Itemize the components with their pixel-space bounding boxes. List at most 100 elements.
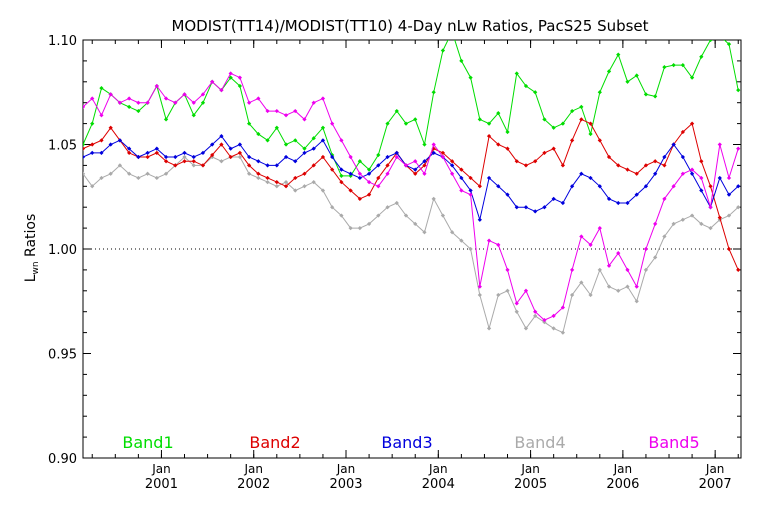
data-point-band5 [366,179,372,185]
data-point-band1 [228,75,233,80]
data-point-band3 [330,154,335,160]
series-band2 [83,117,741,273]
data-point-band2 [486,134,492,139]
data-point-band4 [533,313,538,319]
data-point-band2 [385,163,390,168]
data-point-band5 [496,242,501,247]
data-point-band3 [145,150,150,155]
data-point-band1 [339,173,344,178]
data-point-band4 [283,179,289,185]
data-point-band3 [486,175,492,181]
data-point-band1 [136,108,141,114]
data-point-band4 [569,292,575,298]
data-point-band3 [191,154,196,160]
data-point-band5 [422,171,427,176]
legend-label-band1: Band1 [122,433,173,452]
data-point-band4 [246,171,252,176]
data-point-band2 [302,171,307,176]
data-point-band4 [265,179,270,185]
data-point-band5 [468,192,473,197]
data-point-band4 [643,267,649,273]
data-point-band5 [569,267,575,273]
data-point-band5 [680,171,685,176]
y-axis-title-rest: Ratios [23,214,39,262]
data-point-band4 [293,188,298,193]
data-point-band1 [90,121,95,126]
data-point-band2 [163,159,169,164]
data-point-band4 [108,171,113,176]
data-point-band5 [662,196,667,201]
data-point-band2 [680,129,685,135]
data-point-band5 [385,171,390,176]
data-point-band4 [514,309,519,314]
data-point-band1 [200,100,206,105]
data-point-band3 [616,200,621,206]
data-point-band3 [459,175,464,181]
legend-label-band4: Band4 [514,433,565,452]
data-point-band5 [634,284,639,289]
data-point-band1 [191,113,196,118]
data-point-band4 [99,175,104,181]
data-point-band2 [376,175,381,181]
data-point-band5 [625,267,630,273]
data-point-band5 [154,83,159,89]
data-point-band5 [403,163,409,168]
data-point-band4 [496,292,501,298]
data-point-band1 [376,152,381,158]
data-point-band5 [671,184,676,189]
data-point-band4 [403,213,409,218]
data-point-band5 [597,225,602,231]
data-point-band2 [551,146,556,151]
data-point-band3 [597,184,602,189]
data-point-band1 [302,146,307,151]
data-point-band5 [413,159,418,164]
data-point-band4 [182,154,187,160]
data-point-band2 [145,154,150,160]
x-tick-year-label: 2007 [699,477,732,492]
data-point-band5 [717,142,722,147]
series-line-band1 [83,40,739,177]
data-point-band4 [163,171,169,176]
data-point-band3 [588,175,593,181]
data-point-band5 [394,154,399,160]
x-tick-year-label: 2001 [145,477,178,492]
data-point-band5 [450,171,455,176]
data-point-band5 [459,188,464,193]
data-point-band4 [606,284,612,289]
data-point-band3 [385,154,390,160]
data-point-band5 [477,284,482,289]
data-point-band2 [274,179,279,185]
data-point-band2 [246,163,252,168]
x-tick-month-label: Jan [520,462,540,476]
data-point-band2 [505,146,510,151]
y-tick-label: 1.05 [48,139,77,154]
data-point-band3 [320,138,326,143]
data-point-band3 [117,138,123,143]
data-point-band4 [348,225,353,231]
data-point-band1 [246,121,252,126]
data-point-band5 [440,154,446,160]
data-point-band4 [505,288,510,293]
data-point-band5 [163,96,169,101]
data-point-band4 [357,225,362,231]
data-point-band4 [708,225,713,231]
data-point-band2 [542,150,547,155]
data-point-band3 [689,171,695,176]
data-point-band2 [717,215,722,220]
data-point-band4 [320,188,326,193]
data-point-band4 [450,230,455,235]
data-point-band2 [219,142,224,147]
data-point-band3 [228,146,233,151]
data-point-band5 [357,171,362,176]
data-point-band4 [394,200,399,206]
series-line-band4 [83,156,739,334]
data-point-band4 [634,299,639,304]
data-point-band3 [643,184,649,189]
data-point-band3 [653,171,658,176]
data-point-band5 [210,79,215,84]
data-point-band5 [339,138,344,143]
x-tick-month-label: Jan [613,462,633,476]
data-point-band2 [348,188,353,193]
data-point-band3 [625,200,630,206]
data-point-band3 [477,217,482,222]
